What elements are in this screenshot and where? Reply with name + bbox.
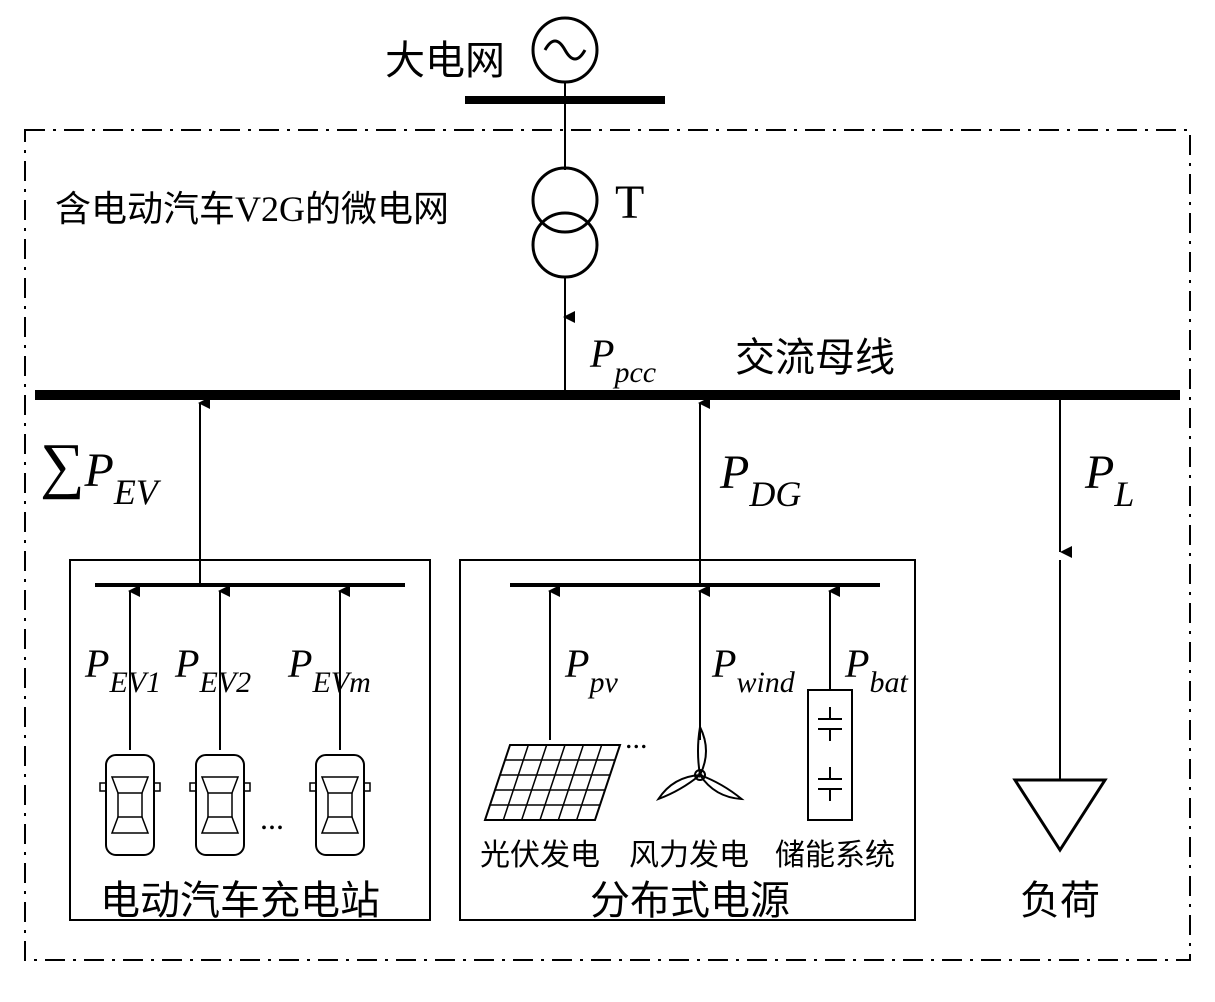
grid-label: 大电网 xyxy=(385,28,505,86)
ev-ellipsis-label: ... xyxy=(260,800,284,837)
ev-station-label: 电动汽车充电站 xyxy=(100,868,380,926)
p-wind-label: Pwind xyxy=(712,640,795,694)
p-pv-label: Ppv xyxy=(565,640,618,694)
car-icon xyxy=(310,755,370,855)
p-ev-sum-label: ∑PEV xyxy=(40,430,158,506)
dg-group-label: 分布式电源 xyxy=(590,868,790,926)
car-icon xyxy=(190,755,250,855)
p-ev1-label: PEV1 xyxy=(85,640,161,694)
ev-station-box xyxy=(70,560,430,920)
ac-bus-label: 交流母线 xyxy=(735,325,895,383)
pv-caption-label: 光伏发电 xyxy=(480,830,600,874)
p-pcc-label: Ppcc xyxy=(590,330,656,384)
transformer-label: T xyxy=(615,175,644,230)
load-label: 负荷 xyxy=(1020,868,1100,926)
p-evm-label: PEVm xyxy=(288,640,371,694)
p-dg-label: PDG xyxy=(720,445,801,508)
storage-caption-label: 储能系统 xyxy=(775,830,895,874)
car-icon xyxy=(100,755,160,855)
p-ev2-label: PEV2 xyxy=(175,640,251,694)
pv-icon xyxy=(485,745,620,820)
dg-ellipsis-label: ... xyxy=(625,722,648,756)
microgrid-caption-label: 含电动汽车V2G的微电网 xyxy=(55,180,449,232)
battery-icon xyxy=(808,690,852,820)
p-load-label: PL xyxy=(1085,445,1134,508)
load-icon xyxy=(1015,780,1105,850)
p-bat-label: Pbat xyxy=(845,640,908,694)
transformer-bottom-circle xyxy=(533,213,597,277)
